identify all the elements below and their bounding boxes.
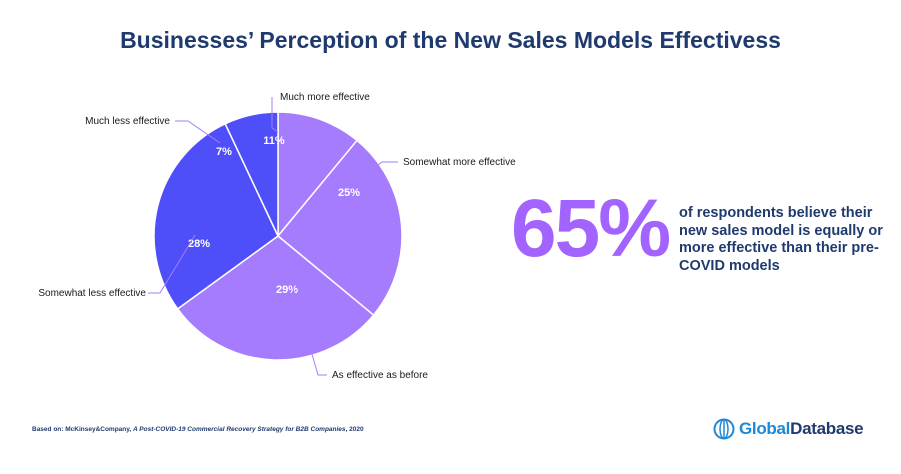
- slice-value-label: 11%: [263, 135, 285, 147]
- slice-category-label: As effective as before: [332, 370, 428, 381]
- chart-title: Businesses’ Perception of the New Sales …: [120, 27, 781, 53]
- source-prefix: Based on: McKinsey&Company,: [32, 426, 134, 433]
- leader-line: [175, 120, 221, 144]
- slice-value-label: 25%: [338, 187, 360, 199]
- global-database-logo[interactable]: GlobalDatabase: [713, 418, 864, 440]
- logo-global: Global: [739, 419, 791, 438]
- slice-value-label: 28%: [188, 238, 210, 250]
- pie-slice-much-less-effective: [224, 111, 279, 237]
- globe-icon: [713, 418, 735, 440]
- logo-wordmark: GlobalDatabase: [739, 419, 864, 439]
- leader-line: [352, 161, 398, 185]
- source-note: Based on: McKinsey&Company, A Post-COVID…: [32, 426, 364, 433]
- leader-line: [290, 280, 327, 376]
- pie-slice-somewhat-more-effective: [276, 139, 403, 317]
- slice-category-label: Much less effective: [85, 116, 170, 127]
- slice-category-label: Somewhat less effective: [38, 288, 146, 299]
- leader-line: [271, 97, 279, 133]
- source-suffix: , 2020: [345, 426, 364, 433]
- stat-text: of respondents believe their new sales m…: [679, 205, 883, 274]
- leader-line: [148, 234, 196, 294]
- pie-slice-much-more-effective: [277, 111, 359, 239]
- slice-category-label: Much more effective: [280, 92, 370, 103]
- slice-category-label: Somewhat more effective: [403, 157, 516, 168]
- pie-slice-somewhat-less-effective: [153, 122, 279, 310]
- big-stat: 65%: [511, 183, 671, 274]
- slice-value-label: 7%: [216, 146, 232, 158]
- pie-slice-as-effective-as-before: [176, 235, 375, 361]
- logo-database: Database: [790, 419, 864, 438]
- source-title: A Post-COVID-19 Commercial Recovery Stra…: [133, 426, 346, 433]
